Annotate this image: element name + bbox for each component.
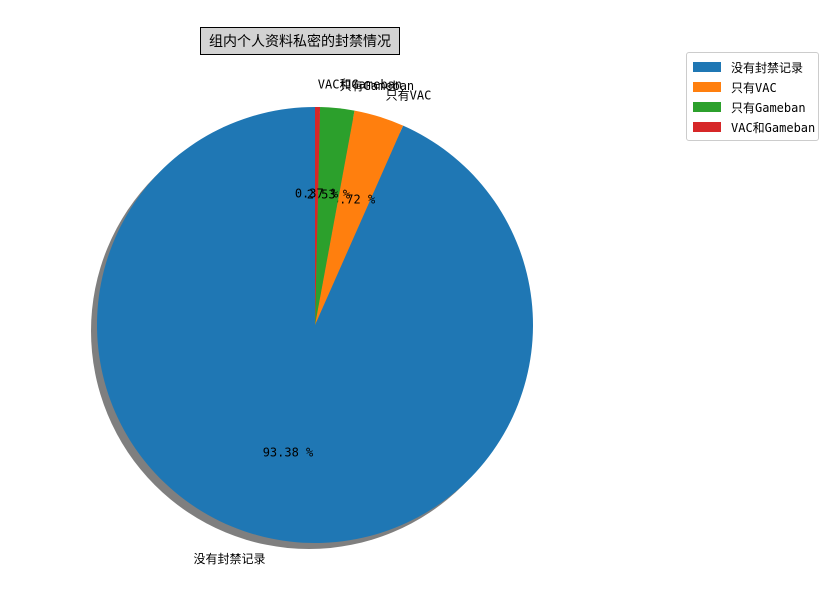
pie-slice (315, 107, 355, 326)
legend-swatch (693, 102, 721, 112)
slice-percent-label: 0.37 % (295, 187, 339, 201)
slice-percent-label: 93.38 % (263, 445, 314, 459)
legend-label: 只有Gameban (731, 100, 806, 115)
chart-title-text: 组内个人资料私密的封禁情况 (209, 34, 391, 50)
legend-swatch (693, 122, 721, 132)
slice-percent-label: 3.72 % (332, 193, 376, 207)
slice-category-label: 只有VAC (386, 88, 432, 102)
pie-slice (315, 110, 404, 325)
legend-label: 只有VAC (731, 80, 777, 95)
legend-item: 只有Gameban (693, 97, 812, 117)
legend-label: 没有封禁记录 (731, 60, 804, 75)
legend: 没有封禁记录 只有VAC 只有Gameban VAC和Gameban (686, 52, 819, 141)
legend-label: VAC和Gameban (731, 120, 816, 135)
legend-swatch (693, 82, 721, 92)
slice-category-label: 只有Gameban (340, 79, 415, 93)
legend-item: VAC和Gameban (693, 117, 816, 137)
pie-slice (96, 107, 534, 543)
slice-category-label: 没有封禁记录 (193, 551, 265, 566)
chart-title: 组内个人资料私密的封禁情况 (200, 27, 400, 55)
legend-swatch (693, 62, 721, 72)
legend-item: 没有封禁记录 (693, 57, 812, 77)
legend-item: 只有VAC (693, 77, 812, 97)
slice-category-label: VAC和Gameban (318, 78, 402, 92)
pie-slice (315, 107, 321, 325)
